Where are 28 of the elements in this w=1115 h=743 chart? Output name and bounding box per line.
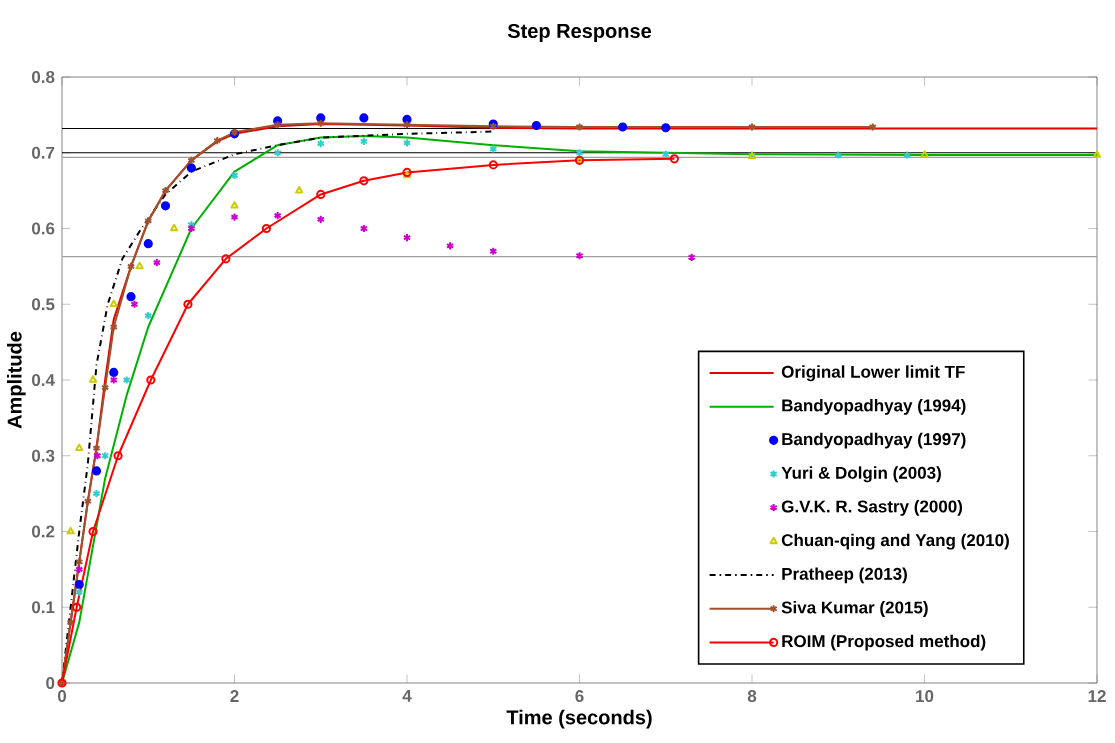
y-tick-label: 0.5 (32, 298, 55, 311)
x-tick-label: 4 (402, 690, 412, 702)
y-tick-label: 0.7 (32, 146, 55, 159)
y-axis-title: Amplitude (7, 331, 26, 429)
y-tick-label: 0 (46, 676, 55, 690)
legend-label: G.V.K. R. Sastry (2000) (781, 500, 963, 516)
y-tick-label: 0.1 (32, 601, 55, 614)
legend-label: Bandyopadhyay (1997) (782, 432, 966, 449)
x-tick-label: 8 (747, 690, 757, 703)
y-tick-label: 0.8 (32, 70, 55, 84)
legend-label: Yuri & Dolgin (2003) (781, 466, 941, 483)
chart-title: Step Response (507, 23, 652, 43)
legend-label: Bandyopadhyay (1994) (782, 399, 966, 415)
y-tick-label: 0.3 (32, 449, 55, 462)
y-tick-label: 0.4 (32, 373, 55, 387)
x-tick-label: 12 (1088, 690, 1106, 702)
x-axis-title: Time (seconds) (506, 709, 652, 729)
x-tick-label: 2 (230, 690, 239, 702)
legend-label: Chuan-qing and Yang (2010) (781, 533, 1009, 550)
y-tick-label: 0.2 (32, 525, 55, 538)
legend-label: Siva Kumar (2015) (781, 601, 928, 617)
y-tick-label: 0.6 (32, 222, 55, 235)
x-tick-label: 0 (57, 690, 67, 703)
legend-label: Pratheep (2013) (782, 567, 907, 584)
x-tick-label: 10 (916, 690, 934, 703)
legend-label: Original Lower limit TF (781, 365, 965, 382)
legend-label: ROIM (Proposed method) (782, 634, 986, 651)
x-tick-label: 6 (575, 690, 584, 703)
